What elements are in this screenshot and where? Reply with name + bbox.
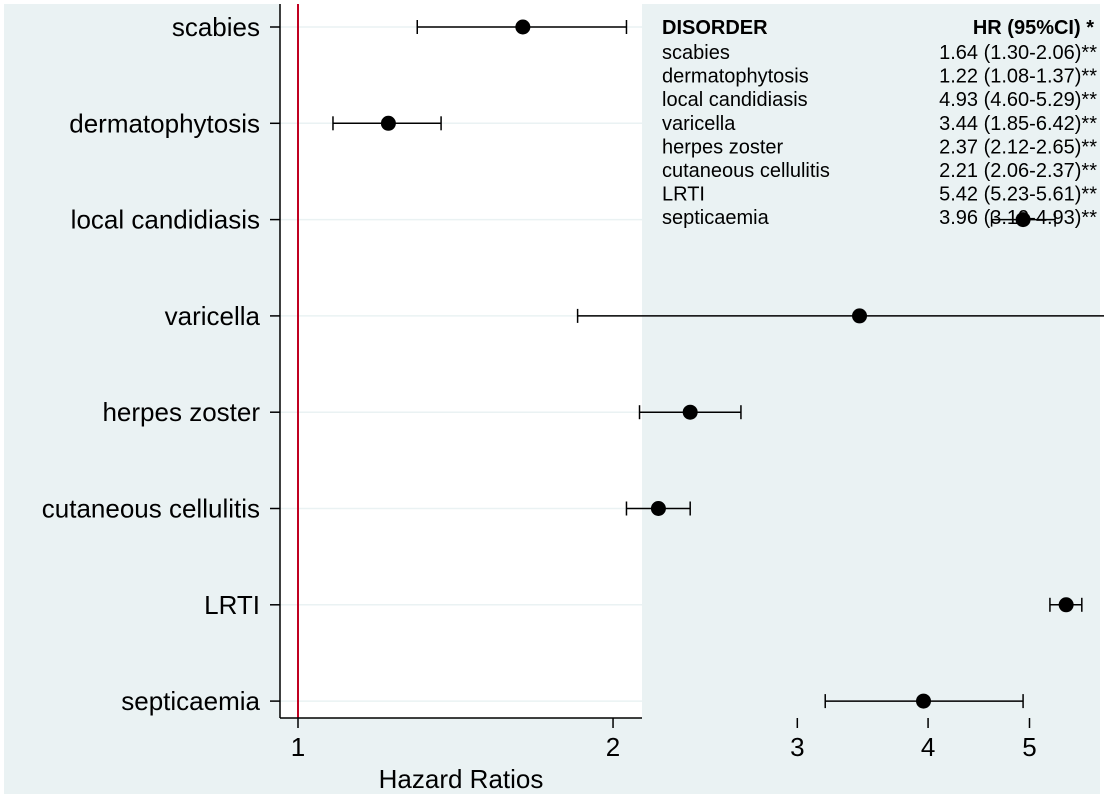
table-cell-disorder: scabies [662, 42, 730, 64]
point-estimate [650, 501, 666, 516]
table-cell-hr: 3.96 (3.19-4.93)** [939, 207, 1097, 229]
y-tick-label: dermatophytosis [69, 108, 260, 138]
table-header-disorder: DISORDER [662, 17, 768, 39]
table-cell-disorder: LRTI [662, 184, 705, 206]
table-header-hr: HR (95%CI) * [973, 17, 1094, 39]
table-cell-disorder: cutaneous cellulitis [662, 160, 830, 182]
y-tick-label: LRTI [204, 590, 260, 620]
x-tick-label: 2 [606, 732, 620, 762]
point-estimate [916, 693, 932, 709]
point-estimate [1015, 212, 1031, 228]
x-axis-label: Hazard Ratios [379, 764, 544, 794]
x-tick-label: 1 [291, 732, 305, 762]
y-tick-label: septicaemia [121, 686, 260, 716]
table-cell-disorder: dermatophytosis [662, 66, 809, 88]
point-estimate [515, 19, 531, 35]
data-marks [332, 19, 1104, 709]
table-cell-disorder: septicaemia [662, 207, 770, 229]
point-estimate [380, 115, 396, 131]
y-tick-label: varicella [165, 301, 261, 331]
x-tick-label: 4 [921, 732, 935, 762]
table-cell-hr: 4.93 (4.60-5.29)** [939, 89, 1097, 111]
point-estimate [852, 308, 868, 324]
table-cell-hr: 3.44 (1.85-6.42)** [939, 113, 1097, 135]
y-axis: scabies dermatophytosis local candidiasis v… [42, 4, 281, 718]
y-tick-label: herpes zoster [102, 397, 260, 427]
table-cell-hr: 5.42 (5.23-5.61)** [939, 184, 1097, 206]
y-tick-label: local candidiasis [71, 205, 260, 235]
x-tick-label: 5 [1022, 732, 1036, 762]
hr-table: DISORDER HR (95%CI) * scabies 1.64 (1.30-2.… [662, 17, 1097, 229]
table-cell-hr: 1.22 (1.08-1.37)** [939, 66, 1097, 88]
table-cell-hr: 2.37 (2.12-2.65)** [939, 136, 1097, 158]
table-cell-disorder: local candidiasis [662, 89, 808, 111]
y-tick-label: cutaneous cellulitis [42, 494, 260, 524]
y-tick-label: scabies [172, 12, 260, 42]
point-estimate [682, 404, 698, 420]
x-tick-label: 3 [790, 732, 804, 762]
point-estimate [1058, 597, 1074, 613]
table-cell-hr: 2.21 (2.06-2.37)** [939, 160, 1097, 182]
table-cell-hr: 1.64 (1.30-2.06)** [939, 42, 1097, 64]
x-axis: 123456 [280, 717, 1037, 762]
table-cell-disorder: herpes zoster [662, 136, 784, 158]
plot-area [280, 4, 642, 718]
table-cell-disorder: varicella [662, 113, 736, 135]
